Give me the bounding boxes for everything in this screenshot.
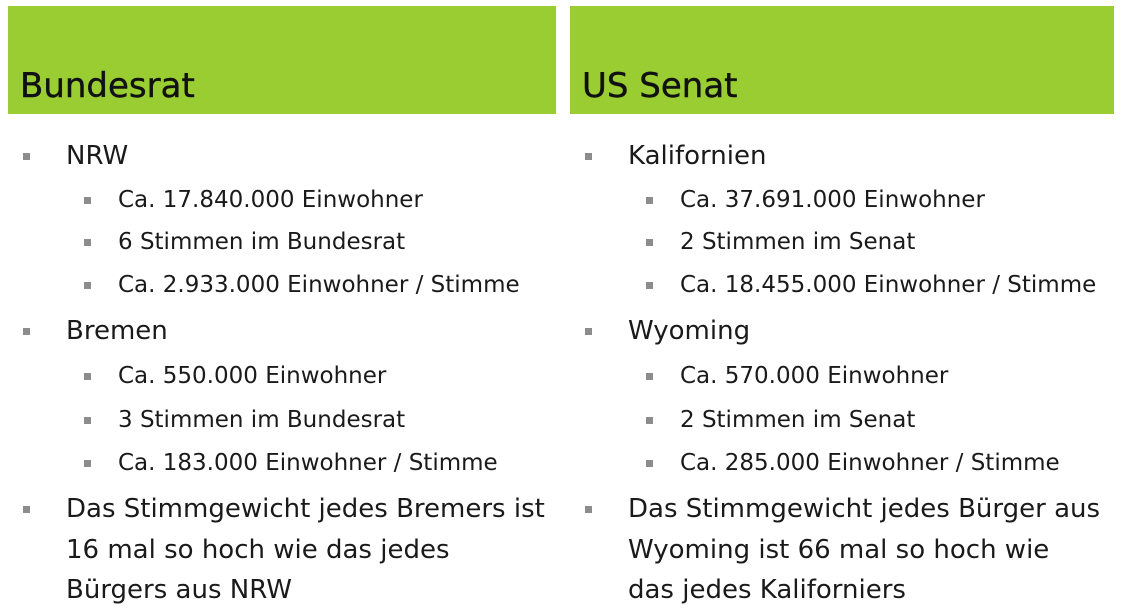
list-item-label: Ca. 17.840.000 Einwohner	[118, 187, 423, 213]
list-item-label: Ca. 183.000 Einwohner / Stimme	[118, 450, 498, 476]
list-item-label: 3 Stimmen im Bundesrat	[118, 407, 406, 433]
bullet-icon	[585, 328, 592, 335]
list-item-label: Ca. 570.000 Einwohner	[680, 363, 949, 389]
bundesrat-title: Bundesrat	[20, 66, 195, 106]
conclusion-line-2: Wyoming ist 66 mal so hoch wie	[628, 535, 1050, 565]
bullet-icon	[585, 506, 592, 513]
list-item-label: 2 Stimmen im Senat	[680, 407, 916, 433]
bullet-icon	[84, 197, 91, 204]
list-item-label: Bremen	[66, 316, 168, 346]
bullet-icon	[23, 506, 30, 513]
conclusion-line-3: Bürgers aus NRW	[66, 575, 292, 605]
bullet-icon	[84, 417, 91, 424]
bullet-icon	[646, 197, 653, 204]
bullet-icon	[23, 153, 30, 160]
bullet-icon	[84, 460, 91, 467]
bundesrat-header: Bundesrat	[8, 6, 556, 114]
list-item-label: Ca. 285.000 Einwohner / Stimme	[680, 450, 1060, 476]
list-item-label: Ca. 550.000 Einwohner	[118, 363, 387, 389]
list-item-label: NRW	[66, 141, 129, 171]
us-senat-column: US Senat Kalifornien Ca. 37.691.000 Einw…	[570, 6, 1114, 605]
conclusion-line-1: Das Stimmgewicht jedes Bürger aus	[628, 494, 1101, 524]
list-item-label: Ca. 37.691.000 Einwohner	[680, 187, 985, 213]
bullet-icon	[646, 282, 653, 289]
bullet-icon	[646, 373, 653, 380]
conclusion-line-2: 16 mal so hoch wie das jedes	[66, 535, 450, 565]
us-senat-header: US Senat	[570, 6, 1114, 114]
bullet-icon	[585, 153, 592, 160]
list-item-label: Wyoming	[628, 316, 751, 346]
list-item-label: 2 Stimmen im Senat	[680, 229, 916, 255]
bullet-icon	[646, 417, 653, 424]
bundesrat-column: Bundesrat NRW Ca. 17.840.000 Einwohner 6…	[8, 6, 556, 605]
conclusion-line-3: das jedes Kaliforniers	[628, 575, 906, 605]
bullet-icon	[646, 460, 653, 467]
bullet-icon	[84, 282, 91, 289]
us-senat-title: US Senat	[582, 66, 738, 106]
bullet-icon	[84, 373, 91, 380]
list-item-label: Kalifornien	[628, 141, 767, 171]
list-item-label: 6 Stimmen im Bundesrat	[118, 229, 406, 255]
bullet-icon	[23, 328, 30, 335]
conclusion-line-1: Das Stimmgewicht jedes Bremers ist	[66, 494, 545, 524]
bullet-icon	[646, 239, 653, 246]
bullet-icon	[84, 239, 91, 246]
list-item-label: Ca. 18.455.000 Einwohner / Stimme	[680, 272, 1097, 298]
list-item-label: Ca. 2.933.000 Einwohner / Stimme	[118, 272, 520, 298]
